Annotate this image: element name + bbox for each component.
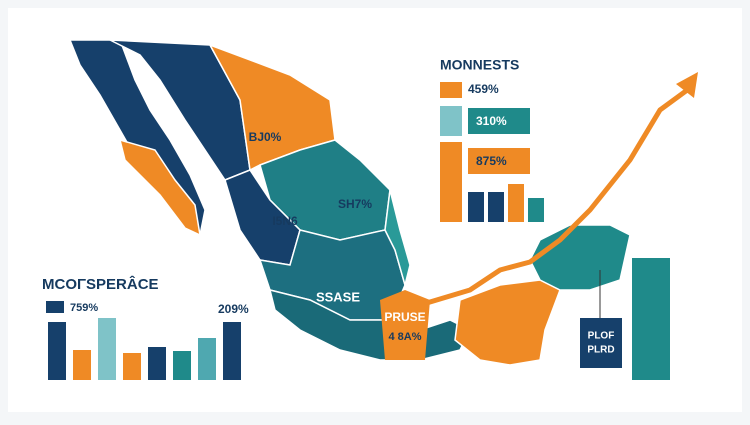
right-tag: [580, 318, 622, 368]
tag-line: PLOF: [588, 331, 615, 342]
bar: [468, 192, 484, 222]
swatch: [440, 82, 462, 98]
map-label: SSASE: [316, 289, 360, 304]
panel-label: 459%: [468, 82, 499, 96]
panel-label: 875%: [476, 154, 507, 168]
label-box: [468, 108, 530, 134]
bar: [48, 322, 66, 380]
price-tag: [380, 290, 430, 360]
bar: [488, 192, 504, 222]
right-bar: [632, 258, 670, 380]
map-label: I5N6: [272, 214, 298, 228]
swatch: [46, 301, 64, 313]
map-label: SH7%: [338, 197, 372, 211]
arrow-head: [676, 72, 698, 98]
map-label: BJ0%: [249, 130, 282, 144]
map: [68, 39, 631, 366]
panel-label: 759%: [70, 302, 98, 314]
panel-title: MONNESTS: [440, 57, 519, 73]
swatch: [440, 142, 462, 222]
price-tag-title: PRUSE: [384, 310, 425, 324]
price-tag-value: 4 8A%: [388, 331, 421, 343]
bar: [508, 184, 524, 222]
bar: [528, 198, 544, 222]
panel-label: 209%: [218, 302, 249, 316]
bar: [123, 353, 141, 380]
bar: [223, 322, 241, 380]
trend-arrow: [419, 85, 692, 308]
bar: [198, 338, 216, 380]
tag-line: PLRD: [587, 345, 614, 356]
bar: [173, 351, 191, 380]
panel-label: 310%: [476, 114, 507, 128]
bar: [148, 347, 166, 380]
bar: [98, 318, 116, 380]
label-box: [468, 148, 530, 174]
bar: [73, 350, 91, 380]
panel-title: MCOΓSPERÂCE: [42, 275, 159, 293]
swatch: [440, 106, 462, 136]
